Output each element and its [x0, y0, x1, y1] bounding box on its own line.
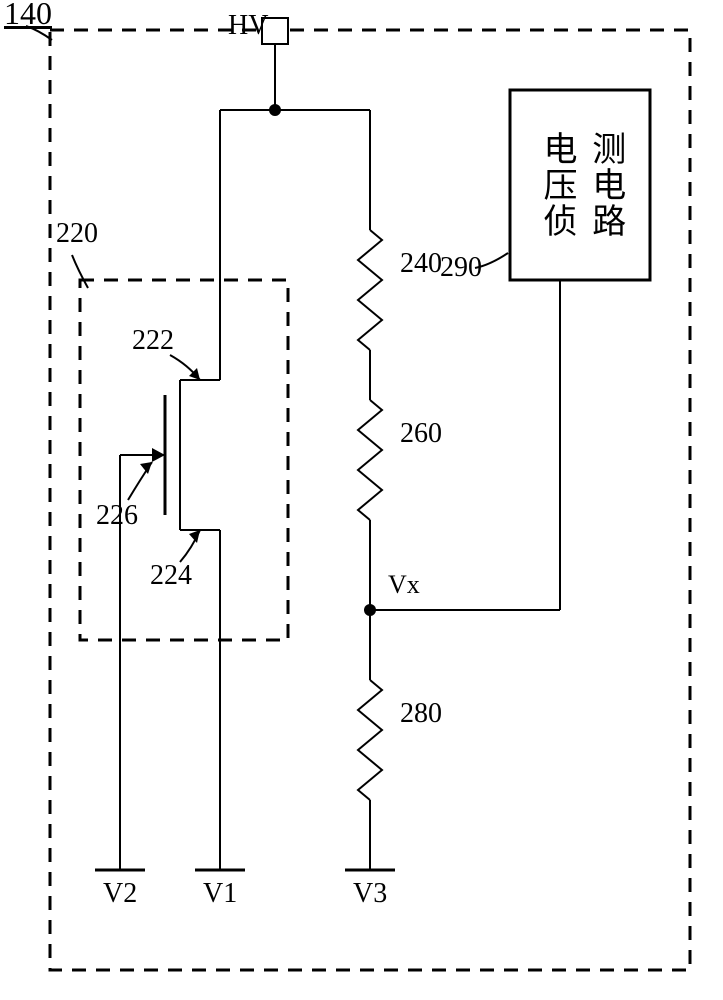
resistor-260 — [358, 400, 382, 520]
outer-ref-label: 140 — [4, 0, 52, 32]
gate-ref-label: 226 — [96, 500, 138, 532]
block-text-line2: 测电路 — [584, 131, 625, 239]
hv-label: HV — [228, 10, 268, 42]
source-ref-label: 224 — [150, 560, 192, 592]
drain-ref-label: 222 — [132, 325, 174, 357]
block-ref-label: 290 — [440, 252, 482, 284]
v3-label: V3 — [353, 878, 387, 910]
r1-ref-label: 240 — [400, 248, 442, 280]
vx-label: Vx — [388, 570, 420, 600]
resistor-240 — [358, 230, 382, 350]
v1-label: V1 — [203, 878, 237, 910]
resistor-280 — [358, 680, 382, 800]
v2-label: V2 — [103, 878, 137, 910]
r3-ref-label: 280 — [400, 698, 442, 730]
inner-ref-label: 220 — [56, 218, 98, 250]
block-text-line1: 电压侦 — [535, 131, 576, 239]
r2-ref-label: 260 — [400, 418, 442, 450]
